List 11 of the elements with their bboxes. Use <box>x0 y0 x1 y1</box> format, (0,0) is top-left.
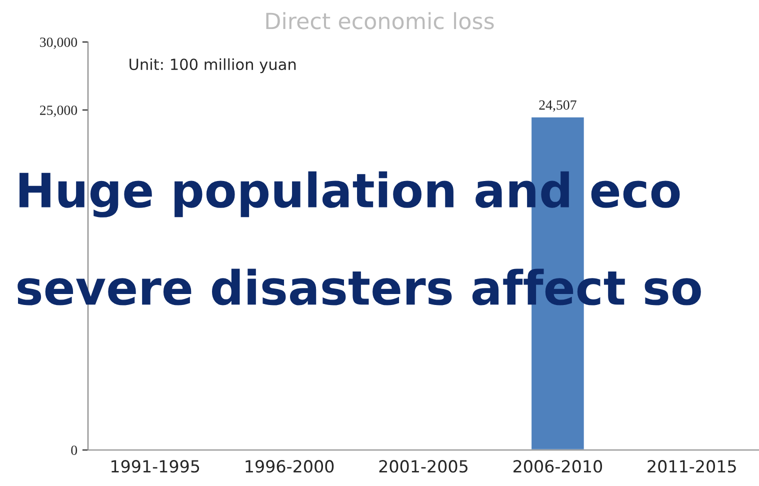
annotation: Unit: 100 million yuan <box>130 58 296 74</box>
x-tick-label: 2001-2005 <box>379 460 468 473</box>
chart-title: Direct economic loss <box>266 12 494 30</box>
x-tick-label: 2011-2015 <box>648 460 736 473</box>
x-tick-label: 1996-2000 <box>246 460 334 473</box>
y-tick-label: 30,000 <box>40 38 78 49</box>
x-tick-label: 1991-1995 <box>112 460 200 473</box>
data-label: 24,507 <box>539 100 576 112</box>
y-tick-label: 0 <box>71 446 78 455</box>
x-tick-label: 2006-2010 <box>514 460 602 473</box>
y-tick-label: 25,000 <box>40 106 78 117</box>
